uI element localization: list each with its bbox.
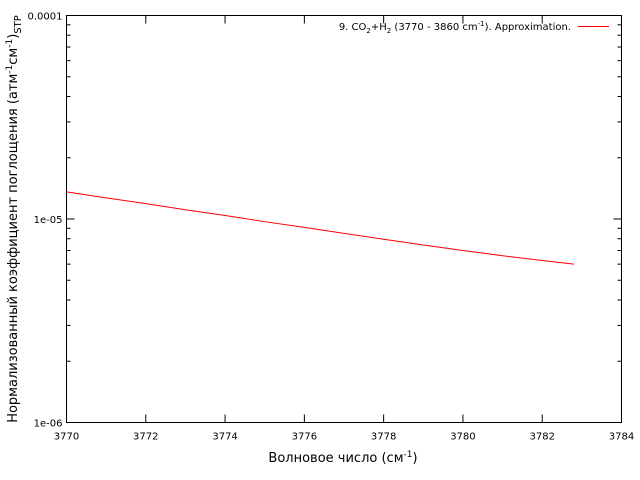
x-tick-label: 3778: [371, 432, 396, 443]
x-axis-label: Волновое число (см-1): [268, 450, 417, 466]
y-axis-label: Нормализованный коэффициент поглощения (…: [5, 15, 24, 423]
series-line: [66, 191, 574, 265]
plot-frame: [66, 15, 622, 423]
y-axis-ticks: 1e-06 1e-05 0.0001: [28, 12, 622, 430]
x-tick-label: 3772: [133, 432, 158, 443]
x-tick-label: 3782: [529, 432, 554, 443]
x-tick-label: 3780: [450, 432, 475, 443]
x-axis-ticks: 3770 3772 3774 3776 3778 3780 3782 3784: [54, 15, 634, 443]
x-tick-label: 3776: [292, 432, 317, 443]
y-tick-label: 1e-06: [34, 419, 63, 430]
y-tick-label: 1e-05: [34, 215, 63, 226]
legend-entry-label: 9. CO2+H2 (3770 - 3860 cm-1). Approximat…: [339, 20, 571, 35]
x-tick-label: 3774: [212, 432, 237, 443]
x-tick-label: 3770: [54, 432, 79, 443]
x-tick-label: 3784: [609, 432, 634, 443]
y-tick-label: 0.0001: [28, 12, 63, 23]
legend: 9. CO2+H2 (3770 - 3860 cm-1). Approximat…: [339, 20, 609, 35]
series-layer: [66, 191, 574, 265]
